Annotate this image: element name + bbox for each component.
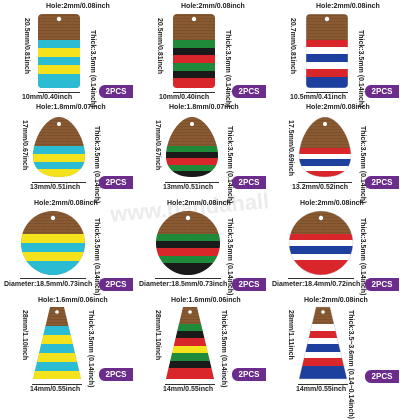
dimension-line bbox=[165, 384, 215, 385]
thick-label: Thick:3.5mm (0.14inch) bbox=[226, 126, 233, 204]
quantity-badge: 2PCS bbox=[365, 370, 399, 383]
thick-label: Thick:3.5mm (0.14inch) bbox=[220, 310, 227, 388]
dimension-line bbox=[155, 278, 221, 279]
dimension-line bbox=[298, 384, 348, 385]
product-trapezoid-red-blue: Hole:2mm/0.08inch 28mm/1.11inch Thick:3.… bbox=[266, 296, 399, 419]
width-label: Diameter:18.5mm/0.73inch bbox=[139, 281, 228, 288]
hole-label: Hole:2mm/0.08inch bbox=[167, 200, 231, 207]
dimension-line bbox=[306, 92, 348, 93]
quantity-badge: 2PCS bbox=[99, 176, 133, 189]
thick-label: Thick:3.5mm (0.14inch) bbox=[357, 30, 364, 108]
width-label: 13mm/0.51inch bbox=[163, 184, 214, 191]
product-rect-red-blue: Hole:2mm/0.08inch 20.7mm/0.81inch Thick:… bbox=[266, 0, 399, 107]
hole-label: Hole:2mm/0.08inch bbox=[316, 3, 380, 10]
quantity-badge: 2PCS bbox=[232, 176, 266, 189]
product-round-teal-yellow: Hole:2mm/0.08inch Thick:3.5mm (0.14inch)… bbox=[0, 198, 133, 298]
quantity-badge: 2PCS bbox=[365, 278, 399, 291]
dimension-line bbox=[20, 278, 86, 279]
width-label: 14mm/0.55inch bbox=[30, 386, 81, 393]
hole-label: Hole:1.6mm/0.06inch bbox=[38, 297, 108, 304]
product-trapezoid-red-green: Hole:1.6mm/0.06inch 28mm/1.10inch Thick:… bbox=[133, 296, 266, 396]
thick-label: Thick:3.5mm (0.14inch) bbox=[359, 126, 366, 204]
height-label: 28mm/1.10inch bbox=[21, 310, 28, 361]
width-label: 10.5mm/0.41inch bbox=[290, 94, 347, 101]
pendant-round-red-blue bbox=[288, 210, 354, 276]
dimension-line bbox=[298, 182, 352, 183]
width-label: 14mm/0.55inch bbox=[296, 386, 347, 393]
hole-label: Hole:1.6mm/0.06inch bbox=[171, 297, 241, 304]
height-label: 28mm/1.11inch bbox=[287, 310, 294, 360]
product-rect-teal-yellow: Hole:2mm/0.08inch 20.5mm/0.81inch Thick:… bbox=[0, 0, 133, 107]
pendant-rect-red-green bbox=[173, 14, 215, 88]
product-drop-teal-yellow: Hole:1.8mm/0.07inch 17mm/0.67inch Thick:… bbox=[0, 100, 133, 204]
quantity-badge: 2PCS bbox=[365, 85, 399, 98]
dimension-line bbox=[288, 278, 354, 279]
height-label: 20.5mm/0.81inch bbox=[23, 18, 30, 75]
hole-label: Hole:2mm/0.08inch bbox=[46, 3, 110, 10]
hole-label: Hole:2mm/0.08inch bbox=[300, 200, 364, 207]
hole-label: Hole:2mm/0.08inch bbox=[181, 3, 245, 10]
thick-label: Thick:3.5mm (0.14inch) bbox=[87, 310, 94, 388]
hole-label: Hole:1.8mm/0.07inch bbox=[36, 104, 106, 111]
height-label: 20.7mm/0.81inch bbox=[289, 18, 296, 75]
pendant-trapezoid-red-blue bbox=[298, 306, 348, 380]
width-label: 13.2mm/0.52inch bbox=[292, 184, 349, 191]
pendant-rect-teal-yellow bbox=[38, 14, 80, 88]
height-label: 20.5mm/0.81inch bbox=[156, 18, 163, 75]
quantity-badge: 2PCS bbox=[365, 176, 399, 189]
product-rect-red-green: Hole:2mm/0.08inch 20.5mm/0.81inch Thick:… bbox=[133, 0, 266, 107]
thick-label: Thick:3.5mm (0.14inch) bbox=[224, 30, 231, 108]
product-round-red-green: Hole:2mm/0.08inch Thick:3.5mm (0.14inch)… bbox=[133, 198, 266, 298]
width-label: Diameter:18.4mm/0.72inch bbox=[272, 281, 361, 288]
quantity-badge: 2PCS bbox=[99, 278, 133, 291]
pendant-round-teal-yellow bbox=[21, 211, 85, 275]
width-label: 10mm/0.40inch bbox=[159, 94, 210, 101]
thick-label: Thick:3.5mm (0.14inch) bbox=[89, 30, 96, 108]
quantity-badge: 2PCS bbox=[232, 85, 266, 98]
dimension-line bbox=[32, 182, 86, 183]
thick-label: Thick:3.5mm (0.14inch) bbox=[93, 126, 100, 204]
quantity-badge: 2PCS bbox=[232, 368, 266, 381]
hole-label: Hole:1.8mm/0.07inch bbox=[169, 104, 239, 111]
width-label: 10mm/0.40inch bbox=[22, 94, 73, 101]
width-label: Diameter:18.5mm/0.73inch bbox=[4, 281, 93, 288]
height-label: 28mm/1.10inch bbox=[154, 310, 161, 361]
dimension-line bbox=[165, 182, 219, 183]
dimension-line bbox=[38, 92, 80, 93]
quantity-badge: 2PCS bbox=[232, 278, 266, 291]
product-trapezoid-teal-yellow: Hole:1.6mm/0.06inch 28mm/1.10inch Thick:… bbox=[0, 296, 133, 396]
quantity-badge: 2PCS bbox=[99, 85, 133, 98]
product-drop-red-blue: Hole:2mm/0.08inch 17.5mm/0.69inch Thick:… bbox=[266, 100, 399, 204]
pendant-trapezoid-teal-yellow bbox=[33, 307, 81, 379]
product-round-red-blue: Hole:2mm/0.08inch Thick:3.5mm (0.14inch)… bbox=[266, 198, 399, 298]
pendant-trapezoid-red-green bbox=[166, 307, 214, 379]
height-label: 17mm/0.67inch bbox=[154, 120, 161, 171]
width-label: 14mm/0.55inch bbox=[163, 386, 214, 393]
dimension-line bbox=[32, 384, 82, 385]
width-label: 13mm/0.51inch bbox=[30, 184, 81, 191]
thick-label: Thick:3.5~3.6mm (0.14~0.14inch) bbox=[347, 310, 354, 419]
hole-label: Hole:2mm/0.08inch bbox=[304, 297, 368, 304]
height-label: 17mm/0.67inch bbox=[21, 120, 28, 171]
pendant-drop-teal-yellow bbox=[33, 117, 85, 177]
height-label: 17.5mm/0.69inch bbox=[287, 120, 294, 177]
pendant-drop-red-green bbox=[166, 117, 218, 177]
hole-label: Hole:2mm/0.08inch bbox=[34, 200, 98, 207]
quantity-badge: 2PCS bbox=[99, 368, 133, 381]
product-drop-red-green: Hole:1.8mm/0.07inch 17mm/0.67inch Thick:… bbox=[133, 100, 266, 204]
hole-label: Hole:2mm/0.08inch bbox=[306, 104, 370, 111]
pendant-drop-red-blue bbox=[298, 116, 352, 178]
dimension-line bbox=[173, 92, 215, 93]
pendant-round-red-green bbox=[156, 211, 220, 275]
pendant-rect-red-blue bbox=[306, 14, 348, 88]
